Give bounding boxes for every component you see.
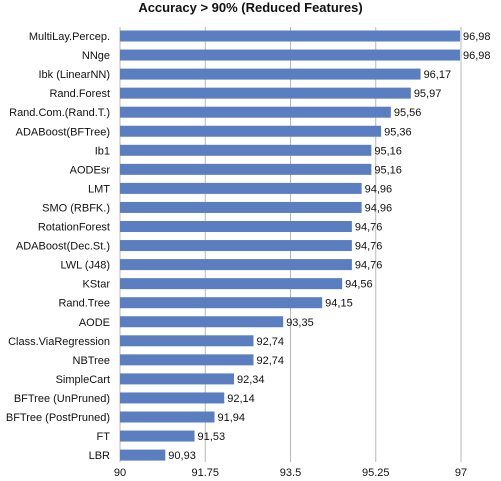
value-label: 94,96: [365, 183, 393, 195]
value-label: 92,74: [256, 336, 284, 348]
value-label: 95,16: [374, 145, 402, 157]
value-label: 95,97: [414, 88, 442, 100]
category-label: ADABoost(BFTree): [16, 126, 110, 138]
category-label: Rand.Tree: [58, 298, 110, 310]
bar: [120, 297, 323, 309]
bar: [120, 182, 362, 194]
bar: [120, 316, 284, 328]
category-label: SimpleCart: [56, 374, 110, 386]
bar: [120, 87, 411, 99]
label-layer: MultiLay.Percep. 96,98 NNge 96,98 Ibk (Linea…: [6, 31, 491, 462]
value-label: 94,76: [355, 260, 383, 272]
bar: [120, 68, 421, 80]
bar: [120, 30, 461, 42]
category-label: Rand.Forest: [49, 88, 110, 100]
category-label: SMO (RBFK.): [42, 202, 110, 214]
category-label: FT: [97, 431, 111, 443]
x-tick-label: 93.5: [280, 467, 301, 479]
category-label: Rand.Com.(Rand.T.): [9, 107, 110, 119]
category-label: AODE: [79, 317, 110, 329]
bar: [120, 259, 352, 271]
category-label: KStar: [82, 279, 110, 291]
value-label: 96,17: [424, 69, 452, 81]
category-label: Ibk (LinearNN): [38, 69, 110, 81]
bar: [120, 163, 372, 175]
category-label: Ib1: [95, 145, 110, 157]
chart-title: Accuracy > 90% (Reduced Features): [138, 0, 363, 15]
value-label: 92,34: [237, 374, 265, 386]
x-tick-label: 90: [114, 467, 126, 479]
value-label: 96,98: [463, 31, 491, 43]
bar: [120, 240, 352, 252]
category-label: LWL (J48): [60, 260, 110, 272]
bar: [120, 335, 254, 347]
value-label: 95,16: [374, 164, 402, 176]
value-label: 95,56: [394, 107, 422, 119]
bar: [120, 278, 343, 290]
value-label: 92,74: [256, 355, 284, 367]
bar: [120, 221, 352, 232]
value-label: 94,76: [355, 222, 383, 234]
bar: [120, 411, 215, 423]
bar: [120, 125, 382, 137]
value-label: 94,76: [355, 241, 383, 253]
category-label: BFTree (UnPruned): [14, 393, 110, 405]
tick-layer: 90 91.75 93.5 95.25 97: [114, 467, 467, 479]
bar: [120, 354, 254, 366]
value-label: 92,14: [227, 393, 255, 405]
value-label: 90,93: [168, 450, 196, 462]
bar: [120, 106, 391, 118]
value-label: 95,36: [384, 126, 412, 138]
category-label: LMT: [88, 183, 110, 195]
value-label: 91,53: [198, 431, 226, 443]
category-label: Class.ViaRegression: [8, 336, 110, 348]
value-label: 94,96: [365, 202, 393, 214]
bar: [120, 392, 225, 404]
value-label: 94,56: [345, 279, 373, 291]
bar: [120, 144, 372, 156]
category-label: MultiLay.Percep.: [29, 31, 110, 43]
bar: [120, 49, 461, 61]
category-label: NNge: [82, 50, 110, 62]
bar: [120, 449, 166, 461]
bar: [120, 201, 362, 213]
value-label: 93,35: [286, 317, 314, 329]
x-tick-label: 91.75: [191, 467, 219, 479]
bar: [120, 430, 195, 442]
value-label: 96,98: [463, 50, 491, 62]
category-label: AODEsr: [70, 164, 111, 176]
x-tick-label: 95.25: [362, 467, 390, 479]
category-label: BFTree (PostPruned): [6, 412, 110, 424]
bar: [120, 373, 234, 385]
category-label: LBR: [89, 450, 110, 462]
value-label: 91,94: [218, 412, 246, 424]
x-tick-label: 97: [455, 467, 467, 479]
category-label: NBTree: [73, 355, 111, 367]
bar-layer: [120, 30, 461, 461]
category-label: RotationForest: [38, 222, 110, 234]
category-label: ADABoost(Dec.St.): [16, 241, 110, 253]
value-label: 94,15: [325, 298, 353, 310]
